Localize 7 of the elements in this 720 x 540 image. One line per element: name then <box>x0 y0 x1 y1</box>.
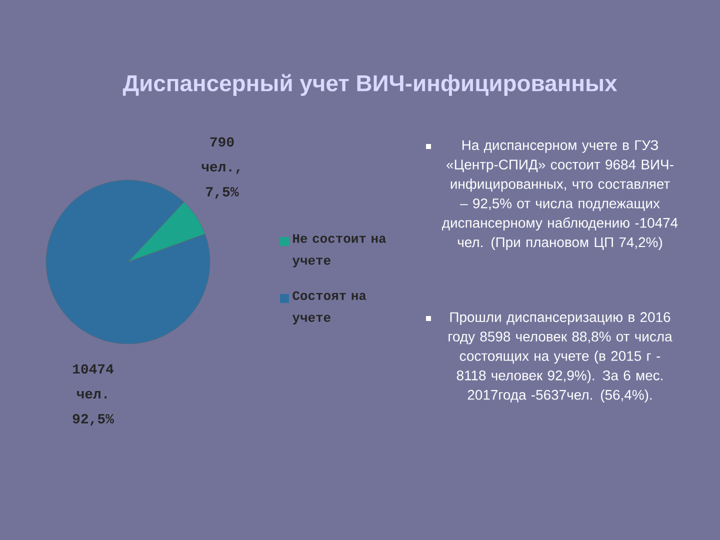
chart-title: Диспансерный учет ВИЧ-инфицированных <box>122 74 618 96</box>
legend-label: Не состоит на учете <box>292 234 386 268</box>
text: Прошли диспансеризацию в 2016 году 8598 человек 88,8% от числа состоящих на учете (в 2015 г - 8118 человек 92,9%). За 6 мес. 2017года -5637чел. (56,4%). <box>448 312 672 403</box>
text: 790 чел., 7,5% <box>202 137 240 199</box>
legend-label: Состоят на учете <box>292 291 366 324</box>
text: 10474 чел. 92,5% <box>72 364 114 426</box>
text: На диспансерном учете в ГУЗ «Центр-СПИД» состоит 9684 ВИЧ-инфицированных, что составляет – 92,5% от числа подлежащих диспансерному наблюдению -10474 чел. (При плановом ЦП 74,2%) <box>442 140 678 250</box>
